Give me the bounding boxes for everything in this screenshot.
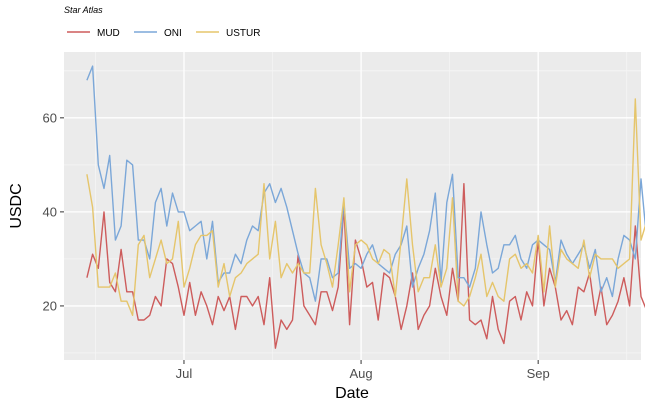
plot-panel: [64, 52, 641, 360]
legend: Star Atlas MUD ONI USTUR: [64, 5, 260, 39]
y-axis-ticks: 20 40 60: [43, 110, 64, 313]
x-tick-label: Aug: [349, 366, 372, 381]
legend-label-oni: ONI: [164, 28, 182, 39]
legend-label-mud: MUD: [97, 28, 120, 39]
x-tick-label: Jul: [176, 366, 193, 381]
legend-title: Star Atlas: [64, 5, 103, 15]
series-lines: [86, 65, 645, 349]
x-axis-title: Date: [335, 385, 369, 402]
y-tick-label: 60: [43, 110, 57, 125]
grid-major: [64, 52, 641, 360]
y-axis-title: USDC: [8, 183, 25, 228]
y-tick-label: 20: [43, 298, 57, 313]
legend-label-ustur: USTUR: [226, 28, 260, 39]
series-line-ustur: [86, 98, 645, 316]
y-tick-label: 40: [43, 204, 57, 219]
series-line-mud: [86, 182, 645, 349]
x-tick-label: Sep: [527, 366, 550, 381]
x-axis-ticks: Jul Aug Sep: [176, 360, 550, 381]
